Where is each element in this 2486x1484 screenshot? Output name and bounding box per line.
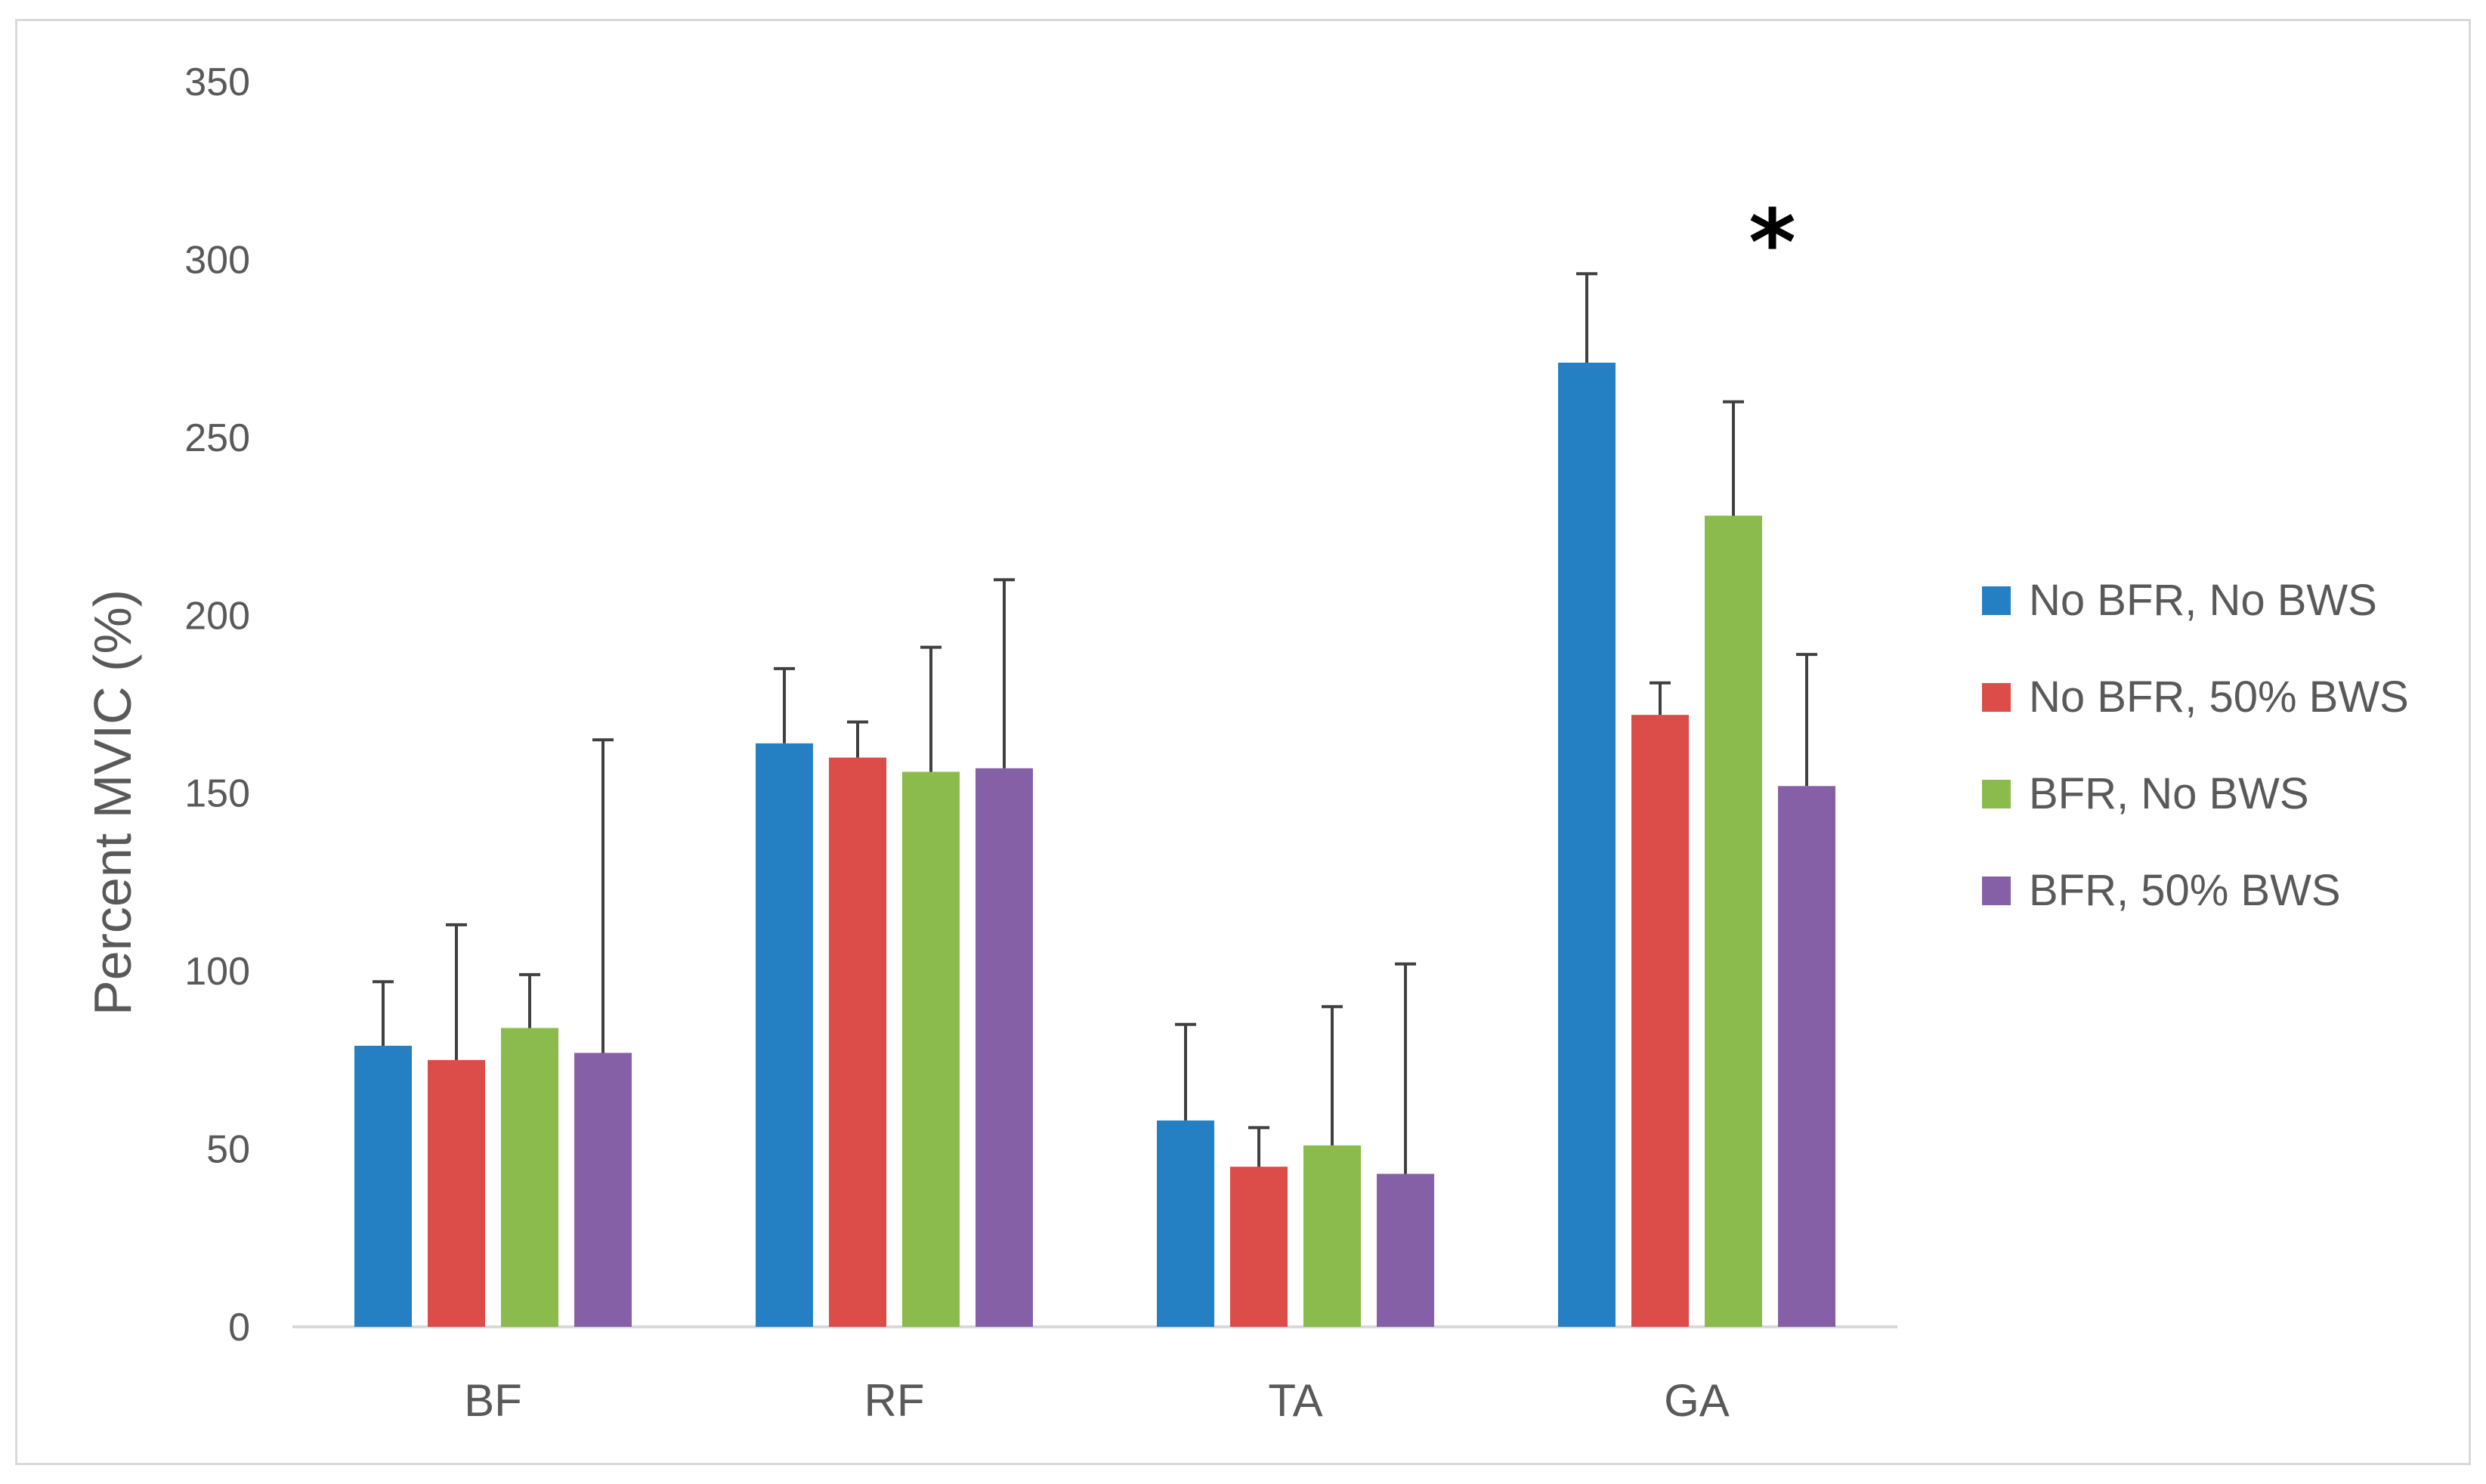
legend-label: No BFR, No BWS <box>2029 576 2377 625</box>
bar-rf-series-1 <box>756 743 813 1327</box>
y-axis-title: Percent MVIC (%) <box>83 589 142 1016</box>
bar-ta-series-3 <box>1303 1145 1361 1327</box>
y-tick-label: 200 <box>184 594 250 638</box>
legend-swatch <box>1982 683 2011 712</box>
bar-bf-series-2 <box>428 1059 485 1327</box>
bar-ta-series-1 <box>1157 1120 1214 1327</box>
y-tick-label: 150 <box>184 772 250 816</box>
y-tick-label: 50 <box>206 1128 250 1172</box>
x-category-label: GA <box>1664 1375 1730 1426</box>
bar-ga-series-4 <box>1778 786 1835 1327</box>
bar-rf-series-4 <box>976 768 1033 1327</box>
y-tick-label: 250 <box>184 416 250 460</box>
bar-ga-series-3 <box>1705 515 1762 1327</box>
bar-bf-series-4 <box>574 1053 632 1327</box>
bar-bf-series-3 <box>501 1028 558 1327</box>
x-category-label: TA <box>1268 1375 1322 1426</box>
legend-swatch <box>1982 876 2011 905</box>
significance-asterisk: * <box>1749 191 1796 296</box>
bar-rf-series-2 <box>829 757 886 1327</box>
legend-swatch <box>1982 780 2011 808</box>
bar-rf-series-3 <box>902 771 960 1327</box>
y-tick-label: 100 <box>184 950 250 994</box>
legend-swatch <box>1982 586 2011 615</box>
x-category-label: BF <box>464 1375 522 1426</box>
chart-frame: 0 50 100 150 200 250 300 350 Percent MVIC (%) BF R… <box>15 19 2471 1465</box>
legend-label: No BFR, 50% BWS <box>2029 672 2409 722</box>
x-category-label: RF <box>864 1375 925 1426</box>
bar-ga-series-2 <box>1631 715 1689 1327</box>
y-tick-label: 300 <box>184 238 250 282</box>
y-tick-label: 350 <box>184 60 250 104</box>
y-tick-label: 0 <box>228 1306 250 1350</box>
bar-ta-series-4 <box>1377 1173 1434 1327</box>
legend-label: BFR, No BWS <box>2029 769 2309 818</box>
bar-bf-series-1 <box>354 1046 412 1327</box>
bar-ta-series-2 <box>1230 1167 1288 1327</box>
legend-label: BFR, 50% BWS <box>2029 866 2341 915</box>
bar-ga-series-1 <box>1558 362 1616 1327</box>
